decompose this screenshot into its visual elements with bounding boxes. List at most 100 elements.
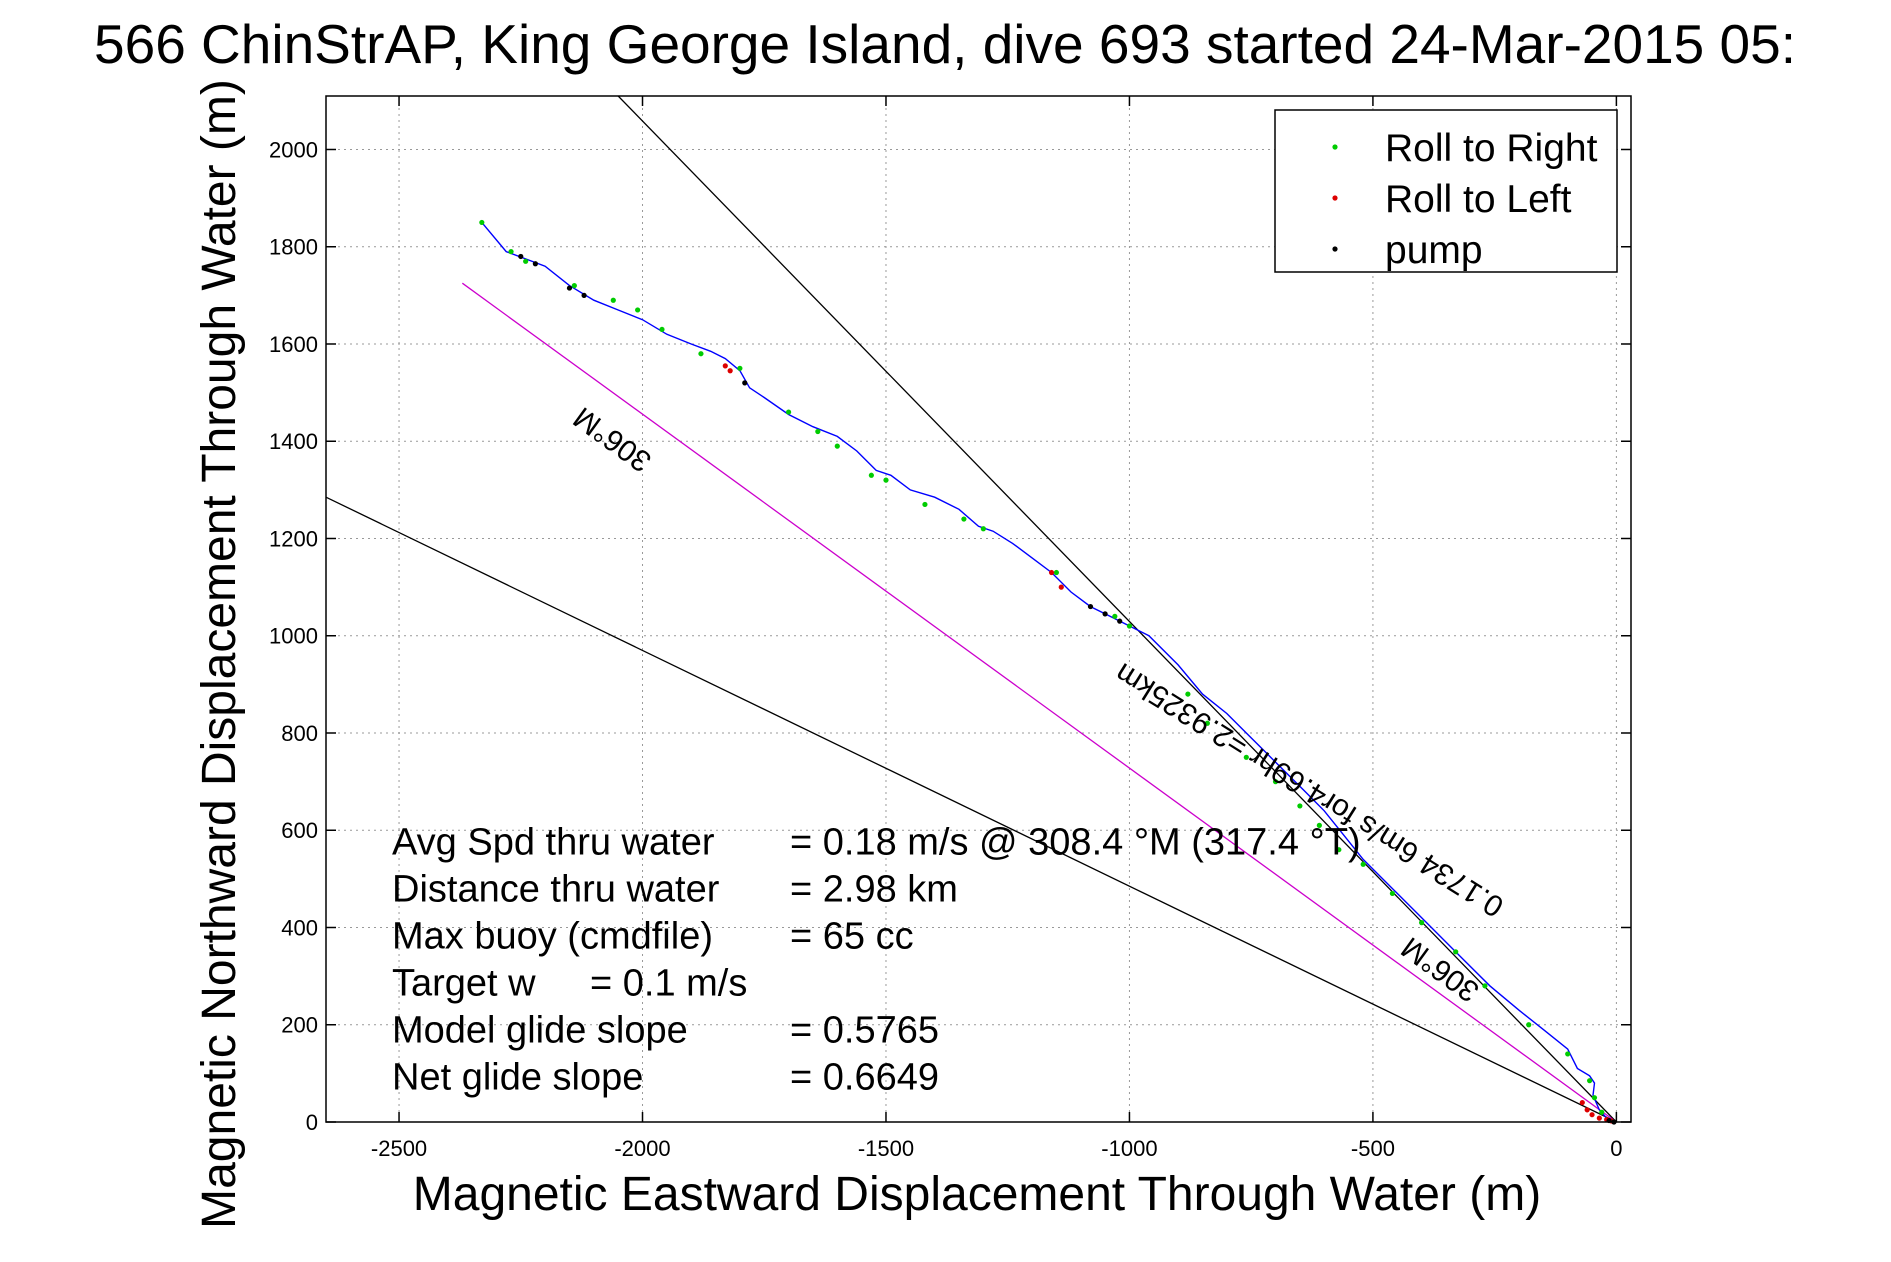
roll-right-point <box>508 249 514 255</box>
legend-box <box>1274 109 1618 273</box>
pump-point <box>1102 611 1108 617</box>
roll-right-point <box>523 258 529 264</box>
roll-right-point <box>1482 983 1488 989</box>
roll-left-point <box>1048 569 1055 576</box>
legend-label: Roll to Right <box>1385 127 1598 170</box>
y-tick-label: 1800 <box>269 235 318 260</box>
legend-marker <box>1332 246 1338 252</box>
x-tick-label: -1500 <box>858 1136 914 1161</box>
stat-label: Max buoy (cmdfile) <box>392 916 713 958</box>
marker-points <box>479 219 1617 1125</box>
track-series <box>481 221 1617 1122</box>
roll-right-point <box>1336 847 1342 853</box>
roll-right-point <box>659 326 665 333</box>
pump-point <box>1087 603 1094 610</box>
chart-title: 566 ChinStrAP, King George Island, dive … <box>94 13 1796 75</box>
y-tick-label: 800 <box>281 721 318 746</box>
x-tick-label: -2000 <box>614 1136 670 1161</box>
pump-point <box>566 285 573 291</box>
roll-right-point <box>1591 1095 1598 1101</box>
legend: Roll to Right Roll to Left pump <box>1274 109 1618 273</box>
pump-point <box>581 292 587 298</box>
pump-point <box>1117 618 1123 624</box>
roll-right-point <box>922 501 928 508</box>
x-tick-label: -500 <box>1351 1136 1395 1161</box>
roll-right-point <box>1297 803 1303 809</box>
pump-point <box>742 380 748 386</box>
y-tick-label: 1200 <box>269 526 318 551</box>
roll-left-point <box>722 363 728 369</box>
x-tick-label: 0 <box>1610 1136 1622 1161</box>
stat-value: = 2.98 km <box>790 869 958 911</box>
roll-right-point <box>1112 613 1118 619</box>
roll-right-point <box>1526 1022 1532 1028</box>
roll-right-point <box>1243 754 1249 760</box>
roll-left-point <box>1058 584 1064 590</box>
glider-track-line <box>481 221 1617 1122</box>
roll-left-point <box>727 368 733 374</box>
roll-right-point <box>1272 779 1279 785</box>
stat-label: Net glide slope <box>392 1057 643 1099</box>
stat-value: = 0.6649 <box>790 1057 939 1099</box>
heading-line-upper <box>617 96 1617 1122</box>
roll-right-point <box>1599 1109 1605 1115</box>
roll-right-point <box>1565 1051 1571 1057</box>
y-tick-label: 1400 <box>269 429 318 454</box>
roll-left-point <box>1579 1099 1585 1106</box>
roll-right-point <box>1389 890 1395 897</box>
pump-point <box>518 253 524 260</box>
roll-right-point <box>571 283 577 289</box>
roll-right-point <box>815 428 821 435</box>
roll-right-point <box>1587 1078 1593 1084</box>
y-tick-label: 0 <box>306 1110 318 1135</box>
y-tick-label: 200 <box>281 1013 318 1038</box>
legend-label: pump <box>1385 229 1483 272</box>
y-tick-label: 1000 <box>269 624 318 649</box>
roll-right-point <box>980 526 986 532</box>
stat-value: = 65 cc <box>790 916 914 958</box>
x-tick-label: -2500 <box>371 1136 427 1161</box>
roll-right-point <box>737 365 743 371</box>
roll-right-point <box>868 472 874 478</box>
roll-right-point <box>1204 720 1210 726</box>
roll-right-point <box>1419 920 1425 926</box>
roll-right-point <box>479 219 485 226</box>
stat-value: = 0.5765 <box>790 1010 939 1052</box>
legend-marker <box>1332 144 1338 150</box>
roll-right-point <box>961 516 967 522</box>
roll-right-point <box>1453 949 1459 955</box>
roll-right-point <box>698 351 704 357</box>
x-axis-label: Magnetic Eastward Displacement Through W… <box>413 1168 1541 1221</box>
y-tick-label: 400 <box>281 915 318 940</box>
x-tick-label: -1000 <box>1101 1136 1157 1161</box>
stat-label: Distance thru water <box>392 869 720 911</box>
roll-right-point <box>1185 691 1191 697</box>
roll-left-point <box>1589 1112 1595 1118</box>
stat-label: Avg Spd thru water <box>392 822 715 864</box>
legend-marker <box>1332 195 1338 201</box>
reference-lines <box>326 96 1617 1122</box>
roll-right-point <box>1316 822 1322 828</box>
stat-label: Target w <box>392 963 536 1005</box>
y-axis-label: Magnetic Northward Displacement Through … <box>193 79 246 1229</box>
y-tick-label: 600 <box>281 818 318 843</box>
heading-line-lower <box>326 496 1617 1122</box>
heading-line-magenta <box>461 282 1617 1122</box>
legend-label: Roll to Left <box>1385 178 1572 221</box>
y-tick-label: 2000 <box>269 137 318 162</box>
roll-right-point <box>834 443 840 449</box>
plot-frame <box>325 95 1632 1123</box>
roll-right-point <box>635 307 641 313</box>
stat-label: Model glide slope <box>392 1010 688 1052</box>
roll-right-point <box>1126 623 1133 629</box>
pump-point <box>532 261 538 267</box>
roll-right-point <box>1053 569 1060 576</box>
roll-left-point <box>1596 1115 1602 1121</box>
roll-right-point <box>883 477 889 483</box>
roll-right-point <box>785 409 792 415</box>
y-tick-label: 1600 <box>269 332 318 357</box>
stat-value: = 0.1 m/s <box>590 963 747 1005</box>
roll-left-point <box>1584 1107 1590 1113</box>
stats-annotations: Avg Spd thru water = 0.18 m/s @ 308.4 °M … <box>392 822 1361 1099</box>
